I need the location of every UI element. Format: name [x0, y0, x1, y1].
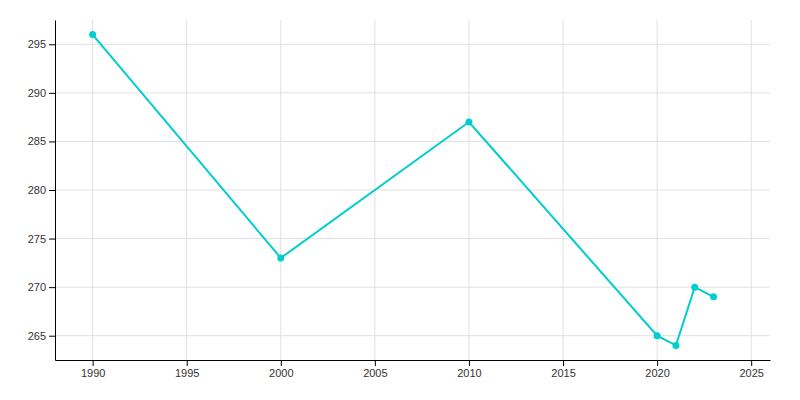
x-axis: 1990 1995 2000 2005 2010 2015 2020 2025 [56, 360, 771, 379]
tick-label: 2020 [645, 367, 669, 379]
point [691, 284, 698, 291]
tick: 2020 [645, 360, 669, 379]
tick-label: 2025 [739, 367, 763, 379]
point [672, 342, 679, 349]
tick-mark [657, 360, 658, 366]
tick: 280 [28, 184, 55, 196]
grid [55, 20, 770, 360]
tick-mark [49, 141, 55, 142]
grid-line-y [55, 190, 770, 191]
tick-mark [281, 360, 282, 366]
grid-line-y [55, 335, 770, 336]
point [277, 255, 284, 262]
tick-mark [93, 360, 94, 366]
tick-label: 295 [28, 38, 46, 50]
tick: 2000 [269, 360, 293, 379]
tick: 2005 [363, 360, 387, 379]
tick-label: 1990 [81, 367, 105, 379]
tick: 265 [28, 330, 55, 342]
grid-line-y [55, 44, 770, 45]
tick: 270 [28, 281, 55, 293]
tick-mark [49, 336, 55, 337]
tick-label: 2015 [551, 367, 575, 379]
axis-line [56, 360, 771, 361]
tick: 285 [28, 135, 55, 147]
axis-line [55, 21, 56, 361]
tick-label: 275 [28, 233, 46, 245]
tick-label: 280 [28, 184, 46, 196]
tick-mark [49, 287, 55, 288]
tick: 2025 [739, 360, 763, 379]
tick: 2015 [551, 360, 575, 379]
tick-label: 1995 [175, 367, 199, 379]
tick: 1995 [175, 360, 199, 379]
tick: 290 [28, 87, 55, 99]
y-axis: 265 270 275 280 285 290 295 [28, 21, 56, 361]
tick-mark [49, 93, 55, 94]
chart: 1990 1995 2000 2005 2010 2015 2020 2025 265 270 27… [0, 0, 800, 400]
tick-label: 2000 [269, 367, 293, 379]
tick: 1990 [81, 360, 105, 379]
line [93, 35, 714, 346]
tick-mark [49, 44, 55, 45]
grid-line-y [55, 141, 770, 142]
tick: 2010 [457, 360, 481, 379]
grid-line-y [55, 287, 770, 288]
tick-mark [751, 360, 752, 366]
tick-label: 2010 [457, 367, 481, 379]
point [89, 31, 96, 38]
grid-line-y [55, 92, 770, 93]
tick-label: 265 [28, 330, 46, 342]
point [465, 119, 472, 126]
tick-label: 270 [28, 281, 46, 293]
tick: 275 [28, 233, 55, 245]
tick-mark [469, 360, 470, 366]
point [654, 332, 661, 339]
tick-mark [49, 239, 55, 240]
tick-mark [187, 360, 188, 366]
plot-area [89, 31, 717, 349]
tick-mark [375, 360, 376, 366]
tick-label: 2005 [363, 367, 387, 379]
tick-mark [563, 360, 564, 366]
grid-line-y [55, 238, 770, 239]
point [710, 293, 717, 300]
tick-label: 285 [28, 135, 46, 147]
tick: 295 [28, 38, 55, 50]
tick-label: 290 [28, 87, 46, 99]
tick-mark [49, 190, 55, 191]
